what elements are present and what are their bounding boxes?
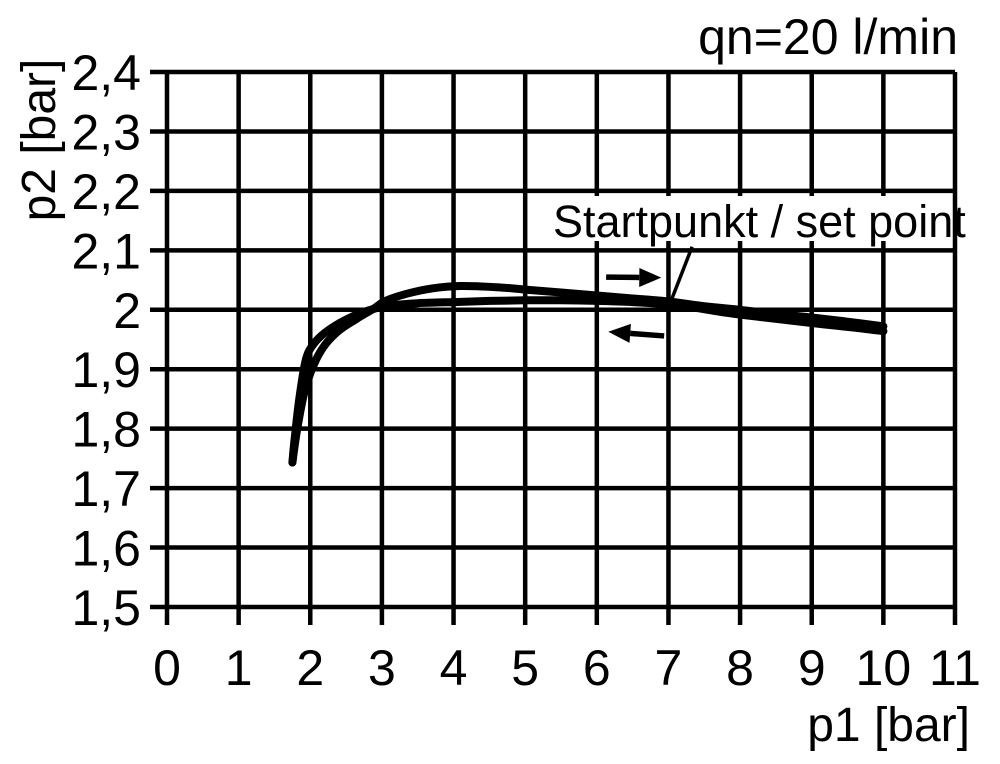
leftward-direction-arrow-shaft	[630, 330, 665, 339]
x-tick-label: 5	[511, 640, 539, 696]
annotation-background	[549, 196, 911, 241]
x-tick-label: 11	[929, 640, 981, 696]
x-tick-label: 8	[726, 640, 754, 696]
y-tick-label: 2,4	[71, 45, 141, 101]
x-tick-label: 6	[583, 640, 611, 696]
set-point-leader-line	[669, 246, 694, 301]
y-tick-label: 1,8	[71, 402, 141, 458]
curve-hysteresis-branch-upper-plateau	[288, 281, 888, 467]
y-tick-label: 2,3	[71, 104, 141, 160]
x-tick-label: 4	[440, 640, 468, 696]
y-tick-label: 1,7	[71, 461, 141, 517]
curve-hysteresis-branch-lower-plateau	[288, 296, 888, 467]
y-tick-label: 1,5	[71, 580, 141, 636]
y-tick-label: 2,1	[71, 223, 141, 279]
x-tick-label: 2	[296, 640, 324, 696]
leftward-direction-arrow-head	[608, 323, 631, 343]
x-tick-label: 1	[225, 640, 253, 696]
x-tick-label: 9	[798, 640, 826, 696]
x-tick-label: 7	[655, 640, 683, 696]
y-tick-label: 2,2	[71, 164, 141, 220]
chart-generated-layer: 0 1 2 3 4 5 6 7 8 9 10 112,42,32,22,121,91,81,71,61…	[71, 45, 980, 696]
rightward-direction-arrow-head	[639, 267, 662, 287]
x-tick-label: 3	[368, 640, 396, 696]
y-tick-label: 2	[113, 283, 141, 339]
set-point-annotation-label: Startpunkt / set point	[553, 196, 966, 247]
y-tick-label: 1,6	[71, 521, 141, 577]
x-tick-label: 0	[153, 640, 181, 696]
x-axis-label: p1 [bar]	[807, 699, 970, 752]
chart-title: qn=20 l/min	[698, 9, 958, 65]
x-tick-label: 10	[856, 640, 912, 696]
y-tick-label: 1,9	[71, 342, 141, 398]
y-axis-label: p2 [bar]	[13, 59, 66, 222]
